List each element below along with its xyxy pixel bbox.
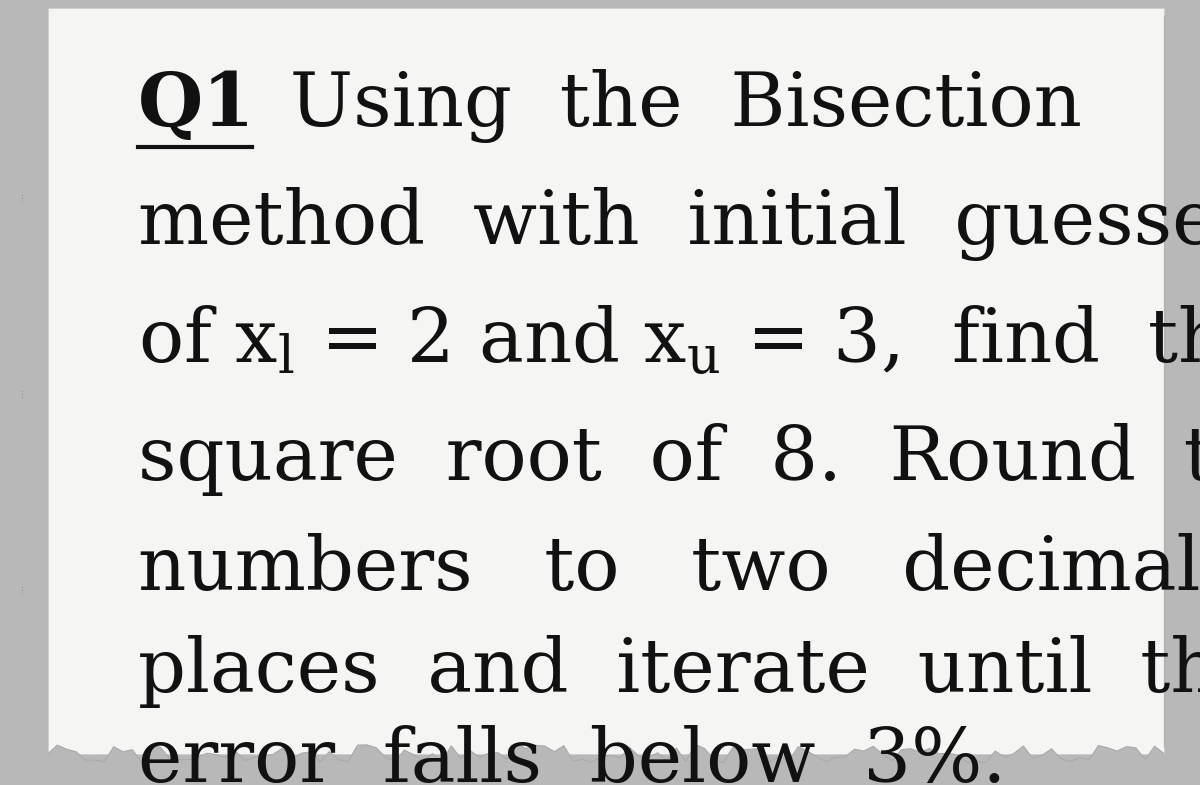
Text: of $\mathregular{x_l}$ = 2 and $\mathregular{x_u}$ = 3,  find  the: of $\mathregular{x_l}$ = 2 and $\mathreg… — [138, 305, 1200, 378]
Text: numbers   to   two   decimal: numbers to two decimal — [138, 533, 1200, 605]
Text: Q1: Q1 — [138, 70, 256, 142]
Text: Using  the  Bisection: Using the Bisection — [266, 69, 1082, 143]
Text: ···: ··· — [18, 192, 28, 201]
Text: method  with  initial  guesses: method with initial guesses — [138, 187, 1200, 261]
Polygon shape — [48, 744, 1164, 785]
Text: square  root  of  8.  Round  the: square root of 8. Round the — [138, 423, 1200, 495]
Text: places  and  iterate  until  the: places and iterate until the — [138, 635, 1200, 707]
Text: error  falls  below  3%.: error falls below 3%. — [138, 725, 1007, 785]
Text: ···: ··· — [18, 584, 28, 593]
Text: ···: ··· — [18, 388, 28, 397]
